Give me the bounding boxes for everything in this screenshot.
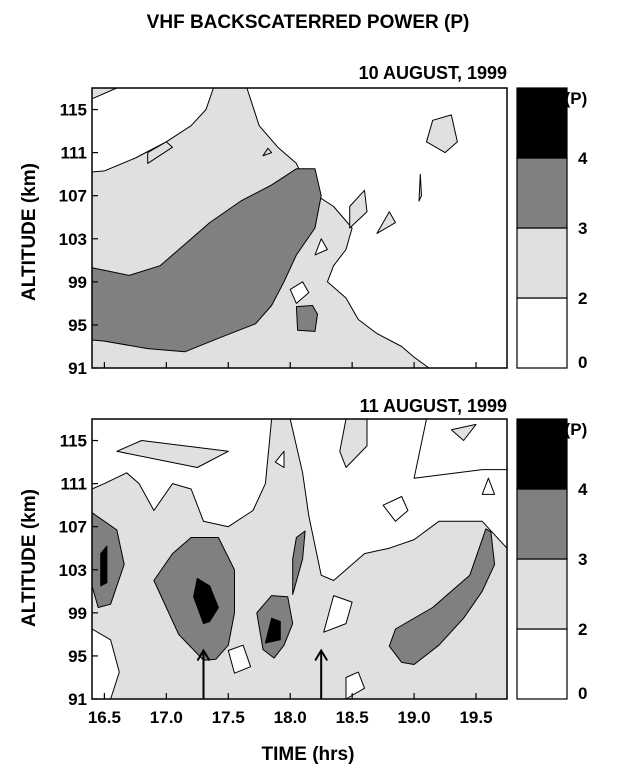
colorbar-level-label: 0 [578,684,587,703]
contour-region-2-3 [262,147,273,157]
colorbar-level-label: 2 [578,289,587,308]
y-ticks: 91 95 99 103 107 111 115 [59,101,98,378]
contour-region-0-2 [274,450,285,468]
y-tick-label: 99 [68,273,87,292]
colorbar-band-0-2 [516,297,568,369]
y-tick-label: 99 [68,604,87,623]
y-tick-label: 107 [59,518,87,537]
contour-region-3-4 [91,168,322,353]
contour-regions [91,87,458,369]
colorbar-band-4-plus [516,418,568,490]
contour-region-4-plus [100,545,108,587]
chart-subtitle: 11 AUGUST, 1999 [360,396,507,416]
x-tick-label: 17.5 [212,708,245,727]
x-tick-label: 18.0 [274,708,307,727]
y-tick-label: 107 [59,187,87,206]
colorbar-band-2-3 [516,227,568,299]
colorbar: Log. (P) 0 2 3 4 [516,418,588,703]
contour-region-2-3 [116,440,229,468]
x-ticks: 16.5 17.0 17.5 18.0 18.5 19.0 19.5 [88,693,493,727]
contour-region-3-4 [295,305,318,332]
contour-region-3-4 [292,530,306,595]
y-tick-label: 95 [68,316,87,335]
contour-region-0-2 [323,595,353,633]
plot-frame [91,418,508,700]
contour-region-4-plus [193,577,219,625]
contour-region-2-3 [349,189,368,229]
y-tick-label: 103 [59,561,87,580]
x-tick-label: 19.5 [459,708,492,727]
colorbar-band-2-3 [516,558,568,630]
y-axis-label: ALTITUDE (km) [19,163,40,301]
contour-region-4-plus [264,617,281,644]
x-tick-label: 16.5 [88,708,121,727]
x-axis-label: TIME (hrs) [262,744,355,765]
x-tick-label: 19.0 [398,708,431,727]
colorbar-band-0-2 [516,628,568,700]
y-tick-label: 111 [61,144,88,163]
contour-region-0-2 [481,477,496,495]
contour-region-2-3 [147,141,173,164]
colorbar-band-3-4 [516,488,568,560]
colorbar-level-label: 4 [578,149,588,168]
y-axis-label: ALTITUDE (km) [19,489,40,627]
contour-region-0-2 [345,671,365,700]
x-tick-label: 18.5 [336,708,369,727]
plot-frame [91,87,508,369]
event-arrow-head [314,648,329,662]
colorbar-title: Log. (P) [524,89,587,108]
contour-region-3-4 [388,528,496,665]
x-ticks [103,362,477,368]
y-tick-label: 95 [68,647,87,666]
colorbar-level-label: 4 [578,480,588,499]
chart-10-august-1999: 10 AUGUST, 1999 ALTITUDE (km) 91 95 99 103 1… [19,63,588,378]
figure-title: VHF BACKSCATERRED POWER (P) [147,12,470,33]
colorbar-level-label: 3 [578,219,587,238]
colorbar-band-3-4 [516,157,568,229]
y-tick-label: 115 [60,101,87,120]
colorbar: Log. (P) 0 2 3 4 [516,87,588,372]
contour-region-2-3 [418,173,422,202]
y-tick-label: 115 [60,432,87,451]
contour-region-0-2 [227,644,252,674]
colorbar-level-label: 0 [578,353,587,372]
colorbar-level-label: 3 [578,550,587,569]
colorbar-level-label: 2 [578,620,587,639]
colorbar-band-4-plus [516,87,568,159]
contour-region-0-2 [382,496,409,522]
contour-region-0-2 [314,238,328,256]
event-arrows [196,648,329,699]
event-arrow-head [196,648,211,662]
chart-11-august-1999: 11 AUGUST, 1999 ALTITUDE (km) 91 95 99 103 1… [19,396,588,727]
y-tick-label: 91 [68,359,87,378]
y-tick-label: 111 [61,475,88,494]
y-tick-label: 91 [68,690,87,709]
y-tick-label: 103 [59,230,87,249]
contour-region-2-3 [450,423,477,441]
x-tick-label: 17.0 [150,708,183,727]
contour-region-0-2 [289,281,310,304]
chart-subtitle: 10 AUGUST, 1999 [359,63,507,83]
y-ticks: 91 95 99 103 107 111 115 [59,432,98,709]
colorbar-title: Log. (P) [524,420,587,439]
contour-region-2-3 [376,211,396,234]
contour-region-2-3 [426,114,458,154]
contour-regions [91,418,508,700]
